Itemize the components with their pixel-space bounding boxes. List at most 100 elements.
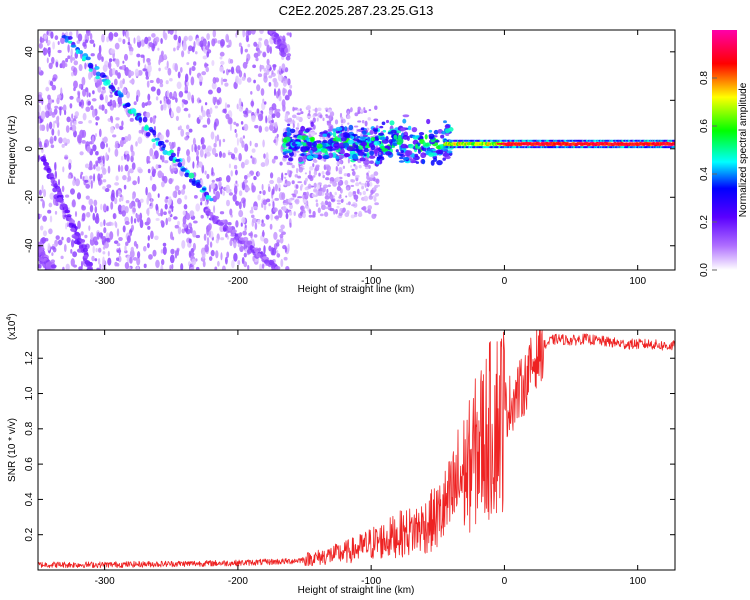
heatmap-cell [68, 31, 73, 37]
heatmap-cell [308, 214, 313, 218]
heatmap-cell [67, 55, 71, 60]
heatmap-cell [56, 97, 60, 105]
heatmap-cell [340, 132, 344, 137]
heatmap-cell [366, 174, 370, 180]
heatmap-cell [322, 155, 330, 160]
heatmap-cell [78, 64, 83, 72]
heatmap-cell [241, 217, 246, 224]
heatmap-cell [50, 246, 56, 250]
heatmap-cell [327, 201, 332, 208]
heatmap-cell [147, 234, 150, 241]
heatmap-cell [407, 125, 412, 131]
heatmap-cell [129, 79, 134, 84]
heatmap-cell [176, 106, 181, 114]
heatmap-cell [264, 157, 269, 167]
heatmap-cell [114, 220, 117, 227]
heatmap-cell [182, 184, 186, 190]
heatmap-cell [56, 115, 60, 122]
heatmap-cell [309, 175, 314, 182]
heatmap-cell [242, 110, 248, 115]
x-tick-label: 0 [502, 276, 508, 287]
heatmap-cell [180, 128, 185, 137]
heatmap-cell [316, 183, 321, 190]
heatmap-cell [55, 61, 59, 68]
heatmap-cell [152, 249, 157, 257]
heatmap-cell [157, 47, 160, 51]
heatmap-cell [286, 131, 292, 137]
heatmap-cell [342, 131, 350, 138]
heatmap-cell [385, 151, 392, 156]
heatmap-cell [382, 129, 387, 133]
heatmap-cell [445, 132, 450, 137]
heatmap-cell [222, 78, 228, 83]
heatmap-cell [208, 256, 213, 261]
heatmap-cell [211, 38, 216, 47]
heatmap-cell [122, 38, 126, 45]
heatmap-cell [283, 176, 287, 179]
heatmap-cell [276, 253, 281, 258]
heatmap-cell [369, 194, 372, 198]
heatmap-cell [211, 179, 215, 183]
heatmap-cell [238, 201, 242, 210]
heatmap-cell [225, 175, 231, 183]
heatmap-cell [262, 256, 268, 260]
heatmap-cell [142, 68, 147, 72]
heatmap-cell [46, 31, 49, 35]
heatmap-cell [235, 32, 238, 38]
heatmap-cell [191, 144, 194, 153]
heatmap-cell [300, 183, 304, 188]
heatmap-cell [302, 142, 307, 147]
heatmap-cell [297, 181, 303, 184]
heatmap-cell [257, 219, 261, 225]
heatmap-cell [70, 188, 75, 195]
heatmap-cell [381, 121, 386, 126]
heatmap-cell [327, 184, 332, 188]
heatmap-cell [100, 203, 103, 211]
heatmap-cell [177, 189, 181, 195]
heatmap-cell [67, 44, 70, 53]
heatmap-cell [160, 171, 163, 178]
heatmap-cell [269, 179, 275, 185]
heatmap-cell [257, 73, 263, 78]
heatmap-cell [306, 191, 309, 197]
heatmap-cell [251, 206, 254, 212]
heatmap-cell [58, 137, 63, 144]
heatmap-cell [216, 134, 220, 142]
heatmap-cell [227, 222, 232, 226]
heatmap-cell [243, 123, 249, 132]
heatmap-cell [138, 129, 142, 134]
heatmap-cell [338, 160, 343, 165]
heatmap-cell [287, 157, 294, 162]
heatmap-cell [430, 139, 435, 143]
heatmap-cell [298, 129, 303, 135]
heatmap-cell [142, 116, 148, 123]
heatmap-cell [154, 235, 159, 241]
heatmap-cell [307, 183, 312, 190]
heatmap-cell [50, 31, 54, 39]
heatmap-cell [43, 142, 47, 148]
heatmap-cell [70, 44, 77, 48]
heatmap-cell [84, 62, 87, 70]
heatmap-cell [215, 177, 221, 182]
heatmap-cell [234, 169, 238, 176]
heatmap-cell [229, 58, 234, 64]
heatmap-cell [351, 154, 357, 160]
heatmap-cell [402, 157, 410, 160]
heatmap-cell [95, 166, 101, 172]
heatmap-cell [88, 166, 93, 171]
heatmap-cell [184, 195, 188, 200]
heatmap-cell [86, 145, 91, 153]
heatmap-cell [271, 158, 276, 164]
heatmap-cell [205, 151, 211, 157]
heatmap-cell [245, 57, 249, 65]
heatmap-cell [404, 150, 412, 157]
heatmap-cell [79, 151, 84, 156]
heatmap-cell [97, 156, 102, 161]
heatmap-cell [219, 225, 225, 233]
heatmap-cell [284, 95, 290, 101]
heatmap-cell [201, 71, 207, 76]
heatmap-cell [270, 30, 272, 31]
heatmap-cell [268, 75, 273, 79]
heatmap-cell [343, 142, 349, 148]
heatmap-cell [272, 113, 276, 118]
